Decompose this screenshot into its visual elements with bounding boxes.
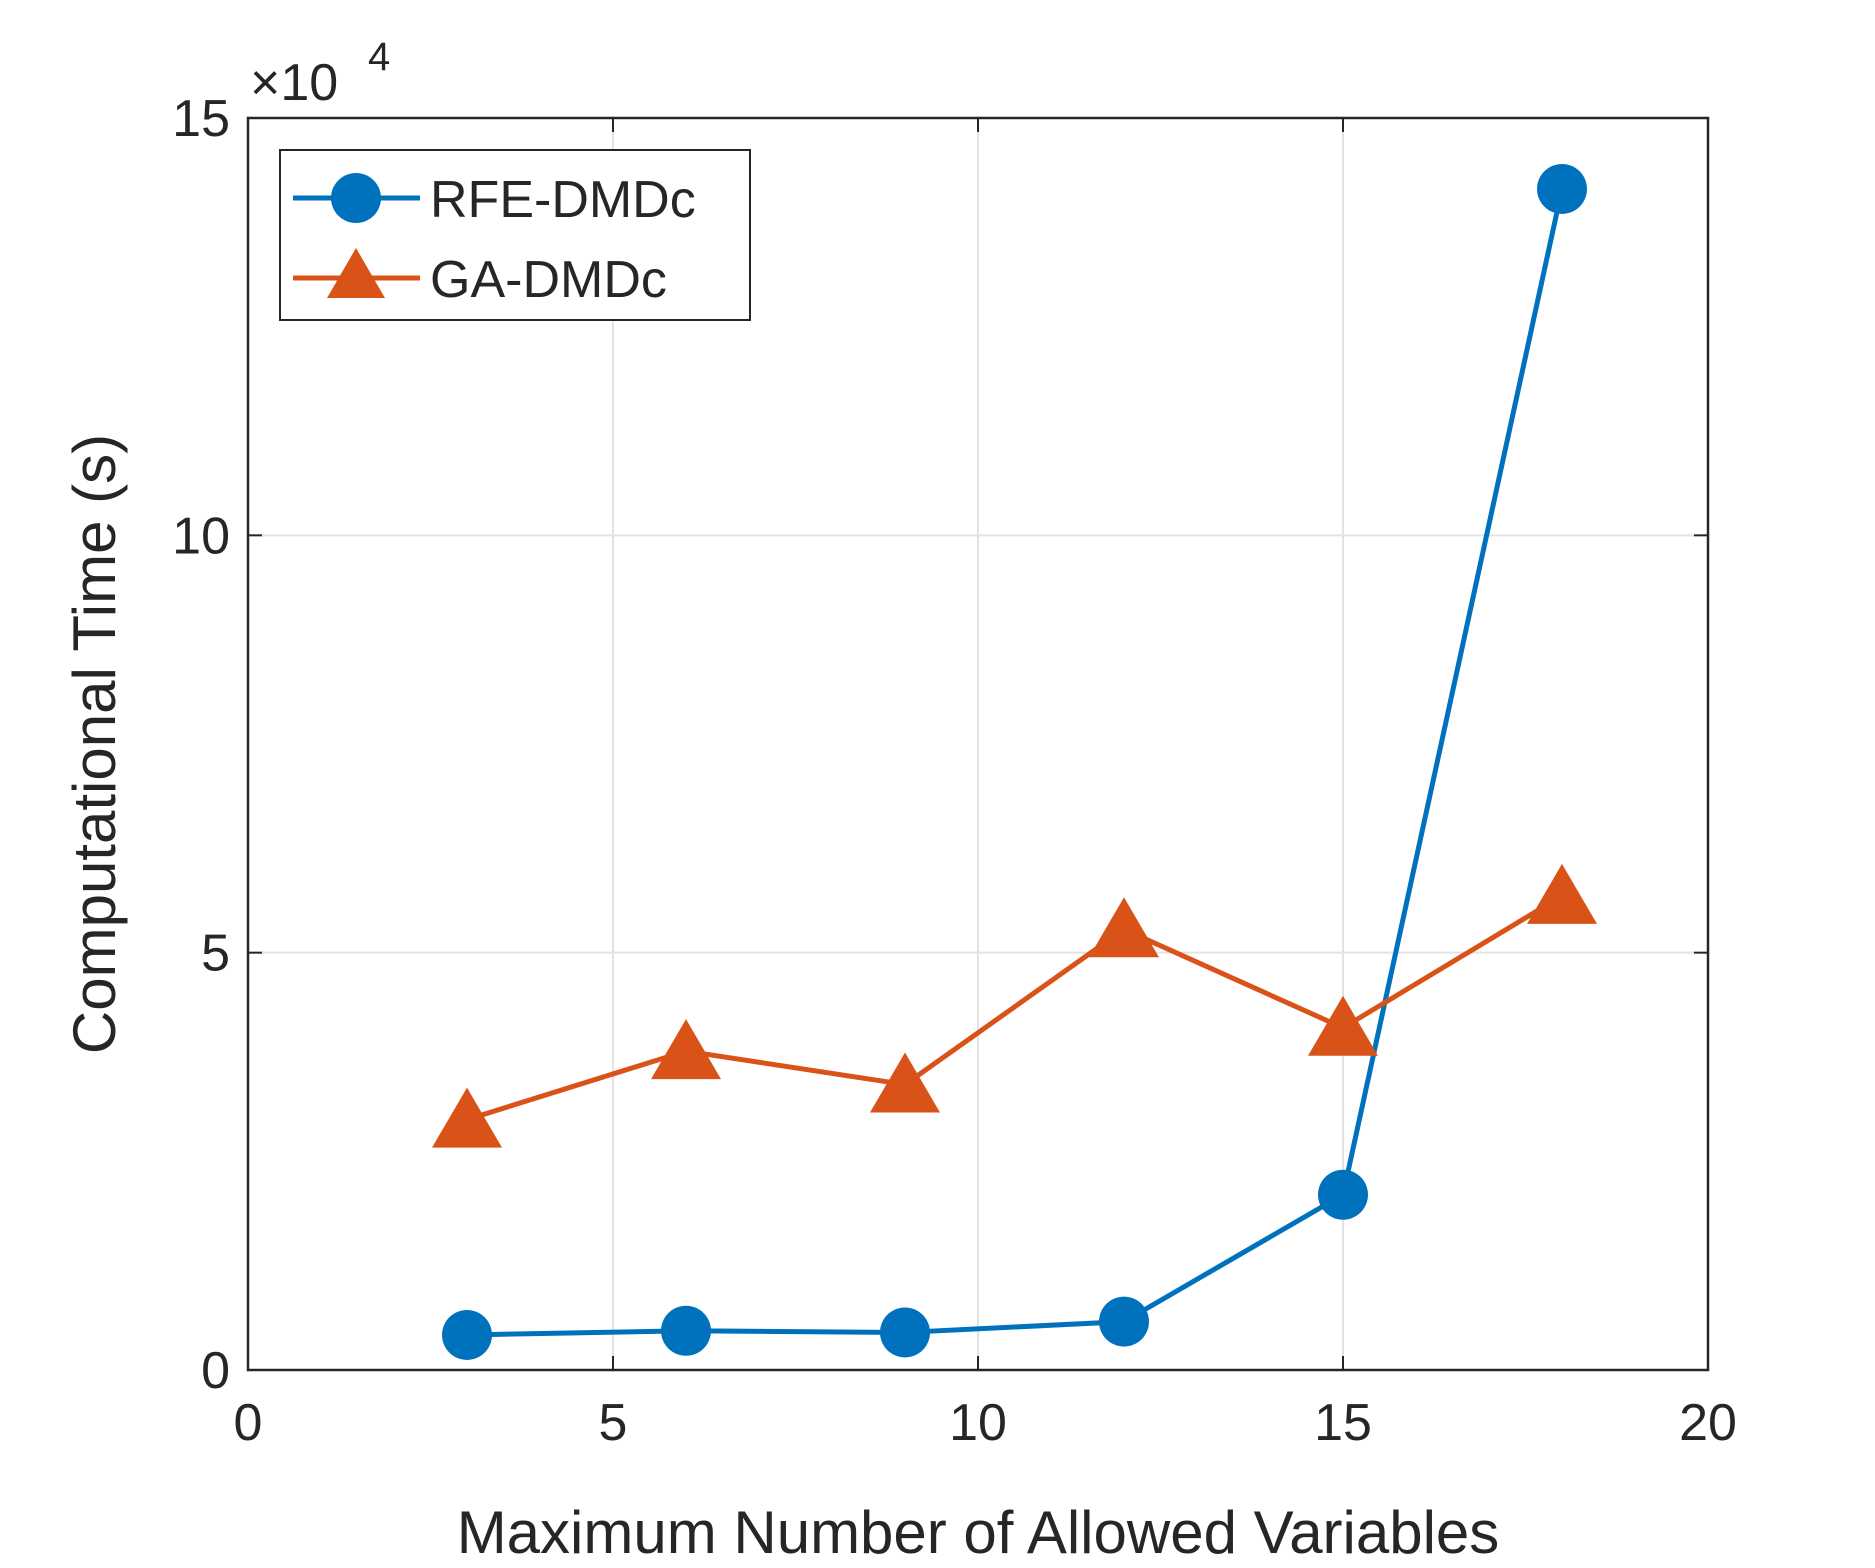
data-point-ga-dmdc	[1089, 897, 1159, 958]
x-tick-label: 0	[234, 1394, 263, 1452]
y-tick-label: 0	[201, 1342, 230, 1400]
y-axis-multiplier: ×10 4	[250, 35, 390, 112]
data-point-ga-dmdc	[1308, 995, 1378, 1056]
legend: RFE-DMDc GA-DMDc	[279, 149, 751, 321]
data-point-rfe-dmdc	[1099, 1296, 1149, 1347]
y-axis-title: Computational Time (s)	[61, 434, 128, 1054]
legend-label-rfe-dmdc: RFE-DMDc	[430, 171, 696, 229]
grid-lines	[248, 118, 1708, 1370]
data-point-rfe-dmdc	[1318, 1169, 1368, 1220]
x-axis-title: Maximum Number of Allowed Variables	[457, 1499, 1500, 1563]
data-point-ga-dmdc	[651, 1019, 721, 1080]
x-tick-label: 10	[949, 1394, 1007, 1452]
data-point-rfe-dmdc	[880, 1307, 930, 1358]
legend-marker-ga-dmdc	[327, 248, 385, 298]
x-tick-label: 20	[1679, 1394, 1737, 1452]
series-line-rfe-dmdc	[466, 188, 1565, 1338]
data-point-ga-dmdc	[870, 1052, 940, 1113]
data-point-rfe-dmdc	[1537, 163, 1587, 214]
x-tick-label: 15	[1314, 1394, 1372, 1452]
x-tick-label: 5	[599, 1394, 628, 1452]
y-tick-label: 5	[201, 925, 230, 983]
legend-label-ga-dmdc: GA-DMDc	[430, 251, 667, 309]
y-multiplier-exponent: 4	[368, 35, 390, 79]
axis-ticks: 0 5 10 15 20 0 5 10 15	[172, 90, 1737, 1452]
data-point-ga-dmdc	[432, 1087, 502, 1148]
data-point-rfe-dmdc	[661, 1305, 711, 1356]
y-multiplier-base: ×10	[250, 54, 338, 112]
y-tick-label: 15	[172, 90, 230, 148]
y-tick-label: 10	[172, 507, 230, 565]
legend-marker-rfe-dmdc	[331, 173, 381, 223]
series-layer	[432, 163, 1597, 1360]
series-line-ga-dmdc	[466, 893, 1564, 1122]
data-point-ga-dmdc	[1527, 863, 1597, 924]
data-point-rfe-dmdc	[442, 1309, 492, 1360]
